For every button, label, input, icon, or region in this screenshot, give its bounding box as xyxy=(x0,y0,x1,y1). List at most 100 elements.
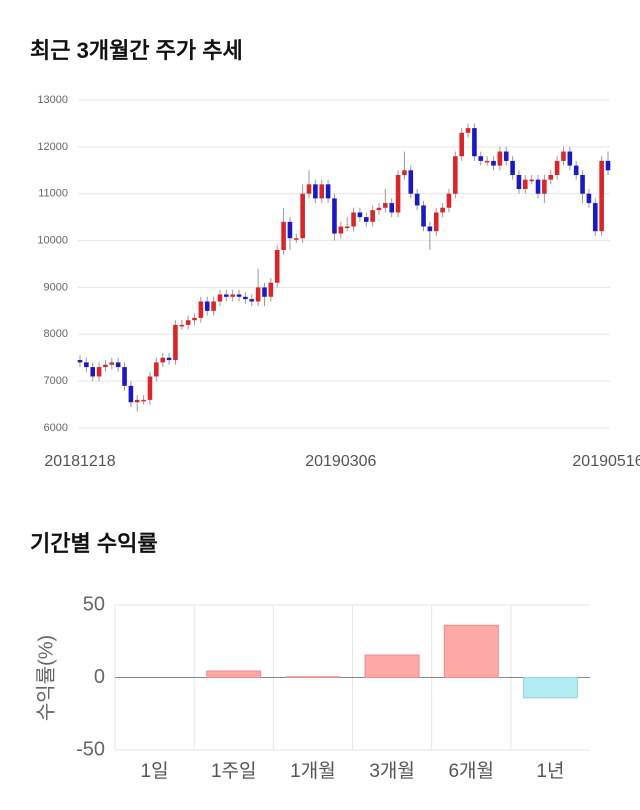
candle-body xyxy=(491,160,496,166)
x-tick-label: 1개월 xyxy=(290,760,336,782)
x-tick-label: 20190516 xyxy=(572,453,640,470)
candle-body xyxy=(599,160,604,232)
candle-body xyxy=(523,179,528,190)
candle-body xyxy=(274,249,280,283)
candle-body xyxy=(567,151,573,166)
candle-body xyxy=(580,174,585,194)
bar xyxy=(206,670,262,678)
y-tick-label: 11000 xyxy=(38,188,68,200)
candle-body xyxy=(389,203,395,213)
x-tick-label: 1일 xyxy=(141,760,169,782)
y-tick-label: -50 xyxy=(76,738,105,760)
y-tick-label: 50 xyxy=(83,593,105,615)
candle-body xyxy=(154,362,159,377)
candle-body xyxy=(122,367,127,386)
candle-body xyxy=(249,299,255,302)
candle-body xyxy=(319,184,325,199)
x-tick-label: 20190306 xyxy=(305,453,376,470)
candle-body xyxy=(236,294,242,297)
candle-body xyxy=(281,221,286,250)
y-tick-label: 10000 xyxy=(37,234,68,246)
candle-body xyxy=(516,174,522,190)
y-tick-label: 12000 xyxy=(37,141,68,153)
candle-body xyxy=(351,212,356,227)
x-tick-label: 1년 xyxy=(536,760,564,782)
chart-title: 최근 3개월간 주가 추세 xyxy=(30,38,243,63)
candle-body xyxy=(211,301,216,311)
candle-body xyxy=(300,193,305,239)
candle-body xyxy=(376,207,382,211)
candle-body xyxy=(128,385,134,403)
candle-body xyxy=(503,151,509,161)
candle-body xyxy=(134,399,140,403)
candle-body xyxy=(166,357,172,361)
candle-body xyxy=(548,174,554,180)
candle-body xyxy=(84,362,89,368)
candle-body xyxy=(586,193,592,204)
candle-body xyxy=(293,238,299,240)
x-tick-label: 20181218 xyxy=(44,453,115,470)
candle-body xyxy=(414,193,420,206)
candle-body xyxy=(542,179,547,194)
candle-body xyxy=(363,217,369,222)
candle-body xyxy=(395,174,401,213)
candle-body xyxy=(357,212,363,218)
candle-body xyxy=(96,367,102,377)
candle-body xyxy=(478,156,484,161)
candle-body xyxy=(287,221,293,239)
candle-body xyxy=(262,287,267,297)
bar xyxy=(522,677,578,699)
candle-body xyxy=(497,151,503,166)
candle-body xyxy=(510,160,515,175)
candle-body xyxy=(115,362,121,368)
y-axis-label: 수익률(%) xyxy=(34,635,57,721)
candle-body xyxy=(338,226,344,234)
candle-body xyxy=(554,160,560,175)
candle-body xyxy=(383,203,388,208)
candle-body xyxy=(313,184,318,199)
candle-body xyxy=(529,179,534,182)
candle-body xyxy=(268,282,274,297)
candle-body xyxy=(573,165,579,175)
candle-body xyxy=(472,128,477,157)
candle-body xyxy=(344,226,350,229)
candle-body xyxy=(230,294,235,297)
y-tick-label: 6000 xyxy=(44,422,68,434)
candle-body xyxy=(484,160,490,163)
candle-body xyxy=(255,287,261,302)
candle-body xyxy=(192,317,197,321)
candle-body xyxy=(332,198,337,234)
candle-body xyxy=(325,184,331,199)
candle-body xyxy=(446,193,452,208)
y-tick-label: 8000 xyxy=(44,328,68,340)
candle-body xyxy=(427,226,433,232)
candle-body xyxy=(433,212,439,232)
candle-body xyxy=(109,362,115,365)
candle-body xyxy=(141,399,146,402)
bar xyxy=(285,676,341,679)
candle-body xyxy=(147,376,153,400)
x-tick-label: 6개월 xyxy=(448,760,494,782)
candle-body xyxy=(605,160,611,171)
candle-body xyxy=(306,184,312,194)
x-tick-label: 1주일 xyxy=(211,760,257,782)
y-tick-label: 7000 xyxy=(44,375,68,387)
candle-body xyxy=(198,301,204,318)
y-tick-label: 13000 xyxy=(37,94,68,106)
candle-body xyxy=(465,128,471,133)
chart-title: 기간별 수익률 xyxy=(30,531,158,556)
candle-body xyxy=(535,179,541,194)
candle-body xyxy=(421,205,426,227)
candle-body xyxy=(103,364,108,368)
candle-body xyxy=(217,294,223,302)
candle-body xyxy=(243,296,248,300)
candle-body xyxy=(561,151,566,161)
candle-body xyxy=(204,301,210,311)
x-tick-label: 3개월 xyxy=(369,760,415,782)
candle-body xyxy=(408,170,414,194)
candle-body xyxy=(402,170,407,175)
candle-body xyxy=(459,132,464,157)
bar xyxy=(443,624,499,678)
y-tick-label: 0 xyxy=(94,666,105,688)
